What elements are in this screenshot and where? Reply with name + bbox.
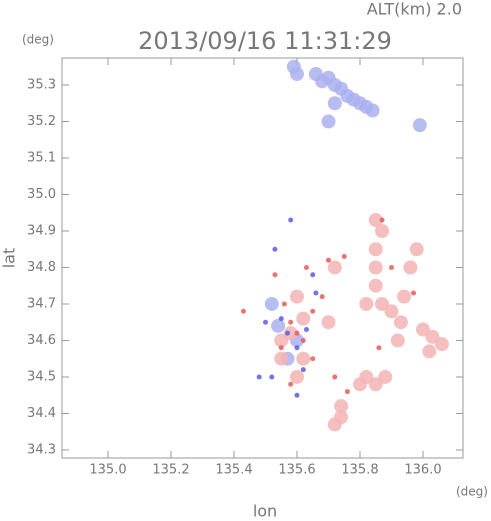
echo-point [272, 246, 278, 252]
y-tick-label: 34.3 [27, 442, 56, 457]
echo-point [403, 260, 418, 275]
echo-point [285, 330, 291, 336]
echo-point [376, 345, 382, 351]
echo-point [375, 296, 390, 311]
echo-point [327, 260, 342, 275]
x-unit: (deg) [456, 485, 488, 499]
echo-point [425, 329, 440, 344]
echo-point [327, 417, 342, 432]
altitude-label: ALT(km) 2.0 [367, 0, 462, 19]
echo-point [296, 351, 311, 366]
echo-point [368, 242, 383, 257]
y-tick-label: 35.2 [27, 114, 56, 129]
echo-point [341, 254, 347, 260]
echo-point [288, 217, 294, 223]
echo-point [294, 330, 300, 336]
echo-point [310, 356, 316, 362]
y-tick-label: 34.7 [27, 296, 56, 311]
echo-point [240, 308, 246, 314]
echo-point [375, 223, 390, 238]
echo-point [388, 264, 394, 270]
echo-point [262, 319, 268, 325]
echo-point [334, 399, 349, 414]
echo-point [352, 377, 367, 392]
x-tick-label: 135.4 [215, 463, 252, 478]
echo-point [272, 272, 278, 278]
echo-point [278, 345, 284, 351]
echo-point [269, 374, 275, 380]
echo-point [325, 257, 331, 263]
echo-point [288, 381, 294, 387]
x-tick-label: 135.8 [341, 463, 378, 478]
echo-point [393, 315, 408, 330]
echo-point [300, 337, 306, 343]
y-tick-label: 34.6 [27, 333, 56, 348]
y-tick-label: 34.9 [27, 223, 56, 238]
echo-point [274, 351, 289, 366]
echo-point [344, 389, 350, 395]
echo-point [368, 278, 383, 293]
x-tick-label: 135.2 [152, 463, 189, 478]
echo-point [434, 337, 449, 352]
echo-point [319, 294, 325, 300]
echo-point [327, 96, 342, 111]
echo-point [411, 290, 417, 296]
echo-point [296, 311, 311, 326]
plot-frame [61, 57, 464, 459]
echo-point [303, 264, 309, 270]
echo-point [310, 272, 316, 278]
echo-point [289, 369, 304, 384]
echo-point [289, 289, 304, 304]
y-unit: (deg) [22, 33, 54, 47]
echo-point [415, 322, 430, 337]
y-tick-label: 35.1 [27, 151, 56, 166]
echo-point [384, 304, 399, 319]
echo-point [288, 319, 294, 325]
echo-point [390, 333, 405, 348]
echo-point [321, 315, 336, 330]
y-tick-label: 35.3 [27, 78, 56, 93]
y-tick-label: 35.0 [27, 187, 56, 202]
echo-point [271, 318, 286, 333]
echo-point [368, 213, 383, 228]
echo-point [294, 345, 300, 351]
echo-point [278, 316, 284, 322]
echo-point [300, 367, 306, 373]
echo-point [310, 308, 316, 314]
echo-point [365, 103, 380, 118]
echo-point [378, 369, 393, 384]
y-tick-label: 34.5 [27, 369, 56, 384]
echo-point [274, 333, 289, 348]
echo-point [256, 374, 262, 380]
echo-point [359, 296, 374, 311]
echo-point [368, 377, 383, 392]
echo-point [412, 118, 427, 133]
echo-point [264, 296, 279, 311]
x-tick-label: 136.0 [404, 463, 441, 478]
echo-point [422, 344, 437, 359]
y-tick-label: 34.4 [27, 406, 56, 421]
echo-point [283, 326, 298, 341]
echo-point [409, 242, 424, 257]
echo-point [313, 290, 319, 296]
y-axis-label: lat [0, 248, 19, 269]
echo-point [321, 114, 336, 129]
echo-point [379, 217, 385, 223]
echo-point [332, 374, 338, 380]
x-tick-label: 135.6 [278, 463, 315, 478]
x-axis-label: lon [253, 502, 277, 521]
echo-point [368, 260, 383, 275]
echo-point [289, 67, 304, 82]
echo-point [303, 327, 309, 333]
x-tick-label: 135.0 [89, 463, 126, 478]
echo-point [397, 289, 412, 304]
y-tick-label: 34.8 [27, 260, 56, 275]
chart-title: 2013/09/16 11:31:29 [138, 27, 392, 55]
echo-point [294, 392, 300, 398]
echo-point [281, 301, 287, 307]
